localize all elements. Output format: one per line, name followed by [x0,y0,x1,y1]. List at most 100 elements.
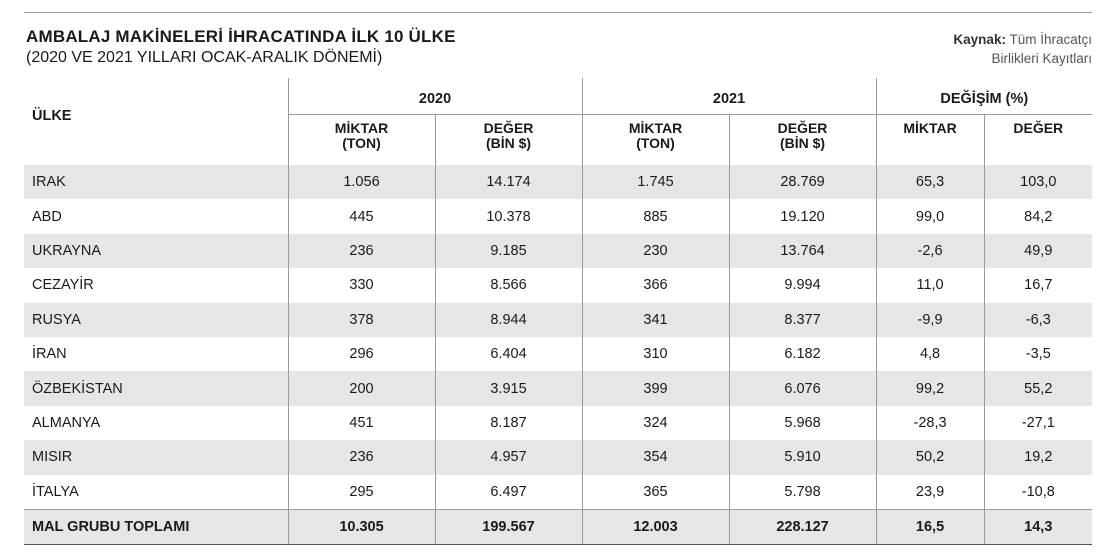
cell-val-2020: 9.185 [434,233,583,269]
table-header: ÜLKE 2020 2021 DEĞİŞİM (%) MİKTAR (TON) D… [24,78,1093,165]
table-row: RUSYA 378 8.944 341 8.377 -9,9 -6,3 [24,302,1093,337]
cell-country: ALMANYA [24,405,288,441]
total-cell-val-2020: 199.567 [434,508,583,545]
cell-qty-2020: 236 [287,233,435,269]
header-qty-2021: MİKTAR (TON) [581,114,730,165]
table-row: İTALYA 295 6.497 365 5.798 23,9 -10,8 [24,474,1093,510]
cell-val-2021: 6.076 [728,371,877,406]
cell-val-2021: 9.994 [728,268,877,303]
top-rule [24,12,1092,13]
header-qty-2020-l2: (TON) [342,135,381,151]
cell-qty-2021: 324 [581,405,730,441]
header-qty-2020-l1: MİKTAR [334,120,389,136]
cell-country: UKRAYNA [24,233,288,269]
cell-val-2021: 5.910 [728,440,877,475]
table-row: ABD 445 10.378 885 19.120 99,0 84,2 [24,199,1093,234]
header-qty-2021-l2: (TON) [636,135,675,151]
cell-change-qty: 65,3 [875,165,985,200]
source-text-1: Tüm İhracatçı [1009,32,1092,47]
cell-country: İRAN [24,336,288,372]
header-qty-2021-l1: MİKTAR [628,120,683,136]
cell-val-2020: 4.957 [434,440,583,475]
cell-change-val: 103,0 [983,165,1093,200]
cell-country: ÖZBEKİSTAN [24,371,288,406]
cell-qty-2020: 330 [287,268,435,303]
header-val-2021-l2: (BİN $) [779,135,826,151]
cell-qty-2021: 310 [581,336,730,372]
chart-title: AMBALAJ MAKİNELERİ İHRACATINDA İLK 10 ÜL… [26,27,456,46]
header-qty-2020: MİKTAR (TON) [287,114,435,165]
cell-qty-2021: 399 [581,371,730,406]
header-val-2020-l2: (BİN $) [485,135,532,151]
cell-change-qty: -28,3 [875,405,985,441]
cell-change-qty: 4,8 [875,336,985,372]
cell-qty-2020: 378 [287,302,435,337]
cell-qty-2021: 366 [581,268,730,303]
cell-country: CEZAYİR [24,268,288,303]
cell-qty-2020: 236 [287,440,435,475]
cell-change-qty: 99,2 [875,371,985,406]
total-cell-qty-2020: 10.305 [287,508,435,545]
header-val-2020: DEĞER (BİN $) [434,114,583,165]
cell-val-2021: 28.769 [728,165,877,200]
total-cell-change-qty: 16,5 [875,508,985,545]
cell-country: MISIR [24,440,288,475]
cell-country: İTALYA [24,474,288,510]
cell-val-2020: 8.187 [434,405,583,441]
cell-qty-2021: 354 [581,440,730,475]
header-val-2021: DEĞER (BİN $) [728,114,877,165]
data-table: ÜLKE 2020 2021 DEĞİŞİM (%) MİKTAR (TON) D… [24,78,1093,545]
cell-qty-2020: 296 [287,336,435,372]
source-note: Kaynak: Tüm İhracatçı Birlikleri Kayıtla… [953,30,1092,68]
cell-val-2021: 13.764 [728,233,877,269]
table-row: ÖZBEKİSTAN 200 3.915 399 6.076 99,2 55,2 [24,371,1093,406]
table-row: MISIR 236 4.957 354 5.910 50,2 19,2 [24,440,1093,475]
total-cell-val-2021: 228.127 [728,508,877,545]
table-row: İRAN 296 6.404 310 6.182 4,8 -3,5 [24,336,1093,372]
source-label: Kaynak: [953,32,1006,47]
table-body: IRAK 1.056 14.174 1.745 28.769 65,3 103,0 ABD 44… [24,165,1093,545]
cell-change-qty: 11,0 [875,268,985,303]
cell-change-val: 84,2 [983,199,1093,234]
cell-change-qty: 23,9 [875,474,985,510]
source-text-2: Birlikleri Kayıtları [991,51,1092,66]
cell-change-val: -27,1 [983,405,1093,441]
cell-change-val: 19,2 [983,440,1093,475]
cell-val-2021: 6.182 [728,336,877,372]
total-row: MAL GRUBU TOPLAMI 10.305 199.567 12.003 228.… [24,508,1093,545]
cell-change-val: 16,7 [983,268,1093,303]
cell-qty-2020: 295 [287,474,435,510]
cell-change-val: 49,9 [983,233,1093,269]
cell-qty-2020: 445 [287,199,435,234]
cell-val-2021: 5.798 [728,474,877,510]
cell-qty-2020: 200 [287,371,435,406]
cell-country: ABD [24,199,288,234]
cell-val-2021: 19.120 [728,199,877,234]
cell-val-2020: 8.944 [434,302,583,337]
header-val-2021-l1: DEĞER [777,120,828,136]
header-year-2020: 2020 [287,78,583,115]
cell-val-2021: 8.377 [728,302,877,337]
cell-qty-2020: 451 [287,405,435,441]
cell-qty-2021: 230 [581,233,730,269]
cell-val-2020: 10.378 [434,199,583,234]
chart-subtitle: (2020 VE 2021 YILLARI OCAK-ARALIK DÖNEMİ… [26,49,383,66]
cell-change-qty: 99,0 [875,199,985,234]
cell-val-2021: 5.968 [728,405,877,441]
header-change: DEĞİŞİM (%) [875,78,1093,115]
cell-val-2020: 8.566 [434,268,583,303]
table-row: CEZAYİR 330 8.566 366 9.994 11,0 16,7 [24,268,1093,303]
cell-val-2020: 6.497 [434,474,583,510]
total-cell-change-val: 14,3 [983,508,1093,545]
cell-change-val: -10,8 [983,474,1093,510]
table-row: IRAK 1.056 14.174 1.745 28.769 65,3 103,0 [24,165,1093,200]
header-change-qty: MİKTAR [875,114,985,165]
cell-qty-2021: 1.745 [581,165,730,200]
header-val-2020-l1: DEĞER [483,120,534,136]
cell-country: RUSYA [24,302,288,337]
header-country: ÜLKE [24,78,288,165]
cell-qty-2021: 341 [581,302,730,337]
cell-country: IRAK [24,165,288,200]
cell-qty-2021: 885 [581,199,730,234]
